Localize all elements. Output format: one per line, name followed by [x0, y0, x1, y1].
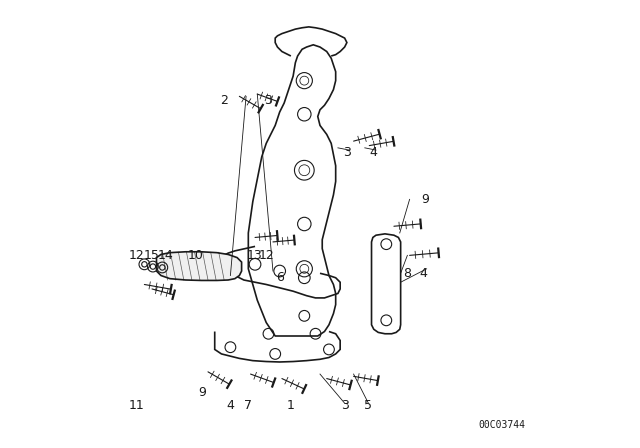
- Text: 4: 4: [370, 146, 378, 159]
- Text: 12: 12: [259, 249, 274, 262]
- Text: 14: 14: [157, 249, 173, 262]
- Text: 7: 7: [244, 399, 252, 412]
- Text: 2: 2: [220, 94, 228, 108]
- Text: 00C03744: 00C03744: [478, 420, 525, 430]
- Text: 11: 11: [129, 399, 144, 412]
- Text: 1: 1: [287, 399, 295, 412]
- Text: 10: 10: [188, 249, 204, 262]
- Text: 3: 3: [340, 399, 349, 412]
- Text: 12: 12: [129, 249, 144, 262]
- Text: 3: 3: [343, 146, 351, 159]
- Text: 6: 6: [276, 271, 284, 284]
- Text: 9: 9: [198, 385, 207, 399]
- Text: 5: 5: [364, 399, 372, 412]
- Text: 15: 15: [144, 249, 160, 262]
- Text: 4: 4: [419, 267, 427, 280]
- Text: 8: 8: [403, 267, 412, 280]
- Text: 4: 4: [227, 399, 234, 412]
- Text: 9: 9: [421, 193, 429, 206]
- Polygon shape: [157, 252, 242, 280]
- Text: 3: 3: [264, 94, 273, 108]
- Text: 13: 13: [247, 249, 263, 262]
